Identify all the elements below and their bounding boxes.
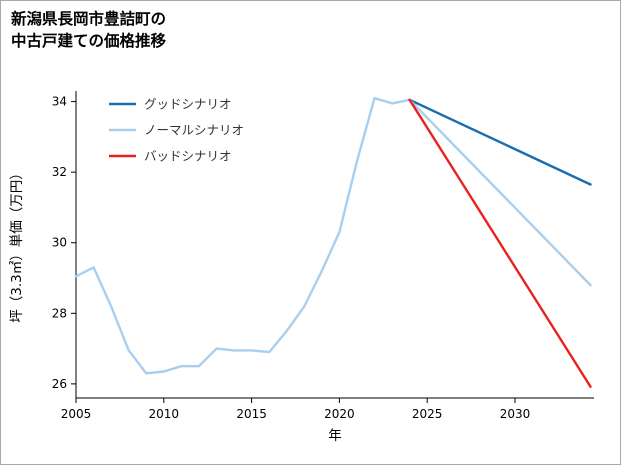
x-tick-label: 2025 [412, 407, 443, 421]
series-line-good [408, 98, 592, 186]
series-line-normal [408, 98, 592, 287]
series-line-historical [74, 96, 411, 375]
legend-label-good: グッドシナリオ [144, 97, 232, 112]
x-tick-label: 2030 [500, 407, 531, 421]
x-tick-label: 2010 [149, 407, 180, 421]
y-tick-label: 34 [52, 95, 67, 109]
x-axis-label: 年 [328, 428, 342, 444]
y-tick-label: 30 [52, 236, 67, 250]
x-tick-label: 2020 [324, 407, 355, 421]
y-tick-label: 26 [52, 377, 67, 391]
chart-title-line2: 中古戸建ての価格推移 [11, 32, 167, 51]
y-axis-label: 坪（3.3㎡）単価（万円） [9, 166, 25, 322]
chart-title-line1: 新潟県長岡市豊詰町の [11, 10, 167, 28]
chart-title: 新潟県長岡市豊詰町の 中古戸建ての価格推移 [11, 8, 166, 53]
legend-label-normal: ノーマルシナリオ [144, 123, 244, 138]
x-tick-label: 2005 [61, 407, 92, 421]
y-tick-label: 32 [52, 165, 67, 179]
y-tick-label: 28 [52, 306, 67, 320]
x-tick-label: 2015 [236, 407, 267, 421]
series-line-bad [408, 98, 592, 388]
legend-label-bad: バッドシナリオ [144, 149, 232, 164]
